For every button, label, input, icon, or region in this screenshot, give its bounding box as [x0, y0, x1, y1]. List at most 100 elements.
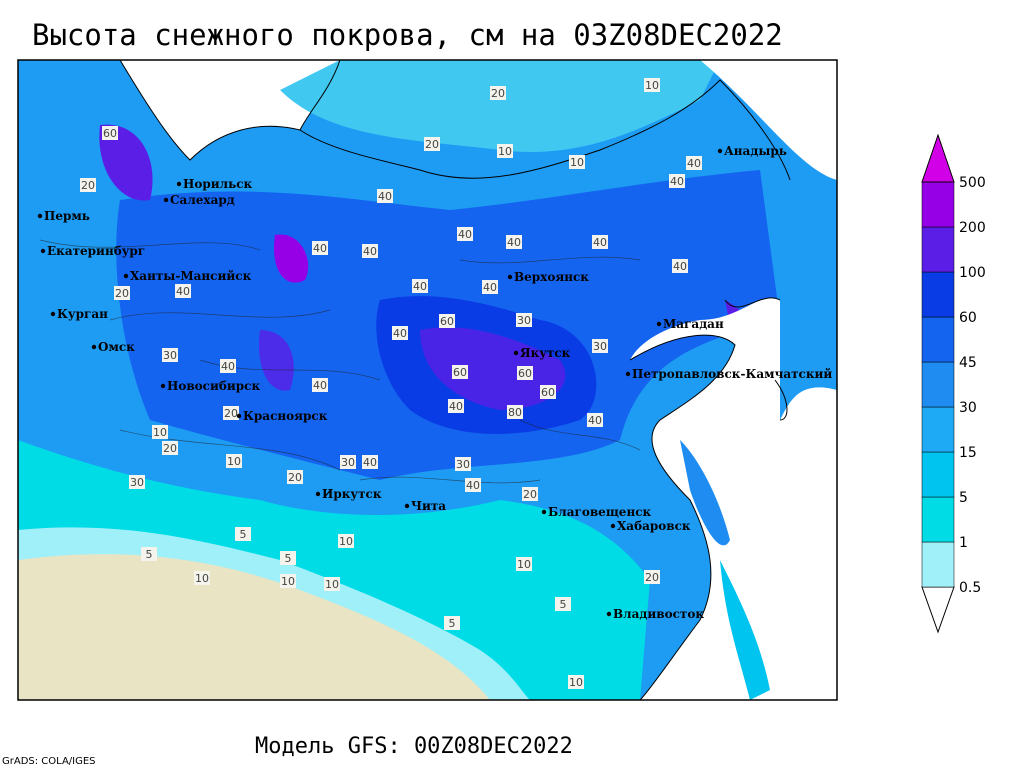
contour-label-box: [412, 279, 428, 293]
colorbar-label: 1: [959, 535, 968, 551]
contour-label-box: [672, 259, 688, 273]
contour-label-box: [223, 406, 239, 420]
contour-label-box: [457, 227, 473, 241]
contour-label-box: [555, 597, 571, 611]
city-dot: [91, 344, 97, 350]
colorbar-label: 45: [959, 355, 977, 371]
colorbar-segment: [921, 496, 955, 543]
city-dot: [123, 273, 129, 279]
city-dot: [40, 248, 46, 254]
contour-label-box: [669, 174, 685, 188]
contour-label: 40: [363, 245, 377, 258]
contour-label: 5: [560, 598, 567, 611]
contour-label-box: [152, 425, 168, 439]
city-dot: [50, 311, 56, 317]
city-dot: [625, 371, 631, 377]
contour-label-box: [194, 571, 210, 585]
contour-label: 10: [498, 145, 512, 158]
contour-label: 10: [569, 676, 583, 689]
city-label: Петропавловск-Камчатский: [632, 367, 832, 381]
contour-label-box: [507, 405, 523, 419]
contour-label: 40: [313, 242, 327, 255]
city-label: Благовещенск: [548, 505, 652, 519]
contour-label-box: [465, 478, 481, 492]
city-dot: [606, 611, 612, 617]
contour-label-box: [312, 378, 328, 392]
contour-label-box: [235, 527, 251, 541]
contour-label: 40: [393, 327, 407, 340]
contour-label-box: [129, 475, 145, 489]
contour-label-box: [226, 454, 242, 468]
contour-label: 10: [517, 558, 531, 571]
contour-label: 80: [508, 406, 522, 419]
city-label: Владивосток: [613, 607, 704, 621]
contour-label-box: [377, 189, 393, 203]
contour-label: 10: [645, 79, 659, 92]
contour-label: 40: [588, 414, 602, 427]
city-dot: [163, 197, 169, 203]
contour-label: 5: [449, 617, 456, 630]
contour-label-box: [497, 144, 513, 158]
city-label: Иркутск: [322, 487, 382, 501]
contour-label: 40: [483, 281, 497, 294]
contour-label-box: [338, 534, 354, 548]
city-dot: [160, 383, 166, 389]
city-dot: [610, 523, 616, 529]
contour-label: 60: [453, 366, 467, 379]
city-label: Пермь: [44, 209, 90, 223]
title: Высота снежного покрова, см на 03Z08DEC2…: [32, 18, 783, 52]
contour-label: 40: [458, 228, 472, 241]
contour-label: 40: [176, 285, 190, 298]
contour-label-box: [102, 126, 118, 140]
city-label: Анадырь: [724, 144, 787, 158]
city-label: Чита: [411, 499, 446, 513]
credit: GrADS: COLA/IGES: [2, 756, 96, 767]
contour-label: 40: [378, 190, 392, 203]
contour-label: 5: [285, 552, 292, 565]
contour-label-box: [392, 326, 408, 340]
colorbar-label: 30: [959, 400, 977, 416]
colorbar-high-triangle: [921, 133, 955, 183]
contour-label: 30: [130, 476, 144, 489]
contour-label-box: [162, 348, 178, 362]
colorbar-segment: [921, 361, 955, 408]
contour-label: 40: [687, 157, 701, 170]
city-label: Норильск: [183, 177, 253, 191]
city-label: Красноярск: [243, 409, 328, 423]
contour-label: 30: [517, 314, 531, 327]
contour-label: 40: [466, 479, 480, 492]
contour-label: 60: [440, 315, 454, 328]
contour-label: 10: [570, 156, 584, 169]
contour-label: 20: [425, 138, 439, 151]
contour-label: 40: [673, 260, 687, 273]
contour-label-box: [516, 313, 532, 327]
contour-label: 20: [115, 287, 129, 300]
contour-label-box: [439, 314, 455, 328]
contour-label: 30: [341, 456, 355, 469]
contour-label-box: [114, 286, 130, 300]
colorbar-segment: [921, 271, 955, 318]
contour-label: 40: [449, 400, 463, 413]
colorbar-label: 0.5: [959, 580, 981, 596]
contour-label-box: [452, 365, 468, 379]
contour-label-box: [362, 244, 378, 258]
contour-label: 60: [541, 386, 555, 399]
city-label: Магадан: [663, 317, 724, 331]
contour-label: 20: [163, 442, 177, 455]
contour-label-box: [568, 675, 584, 689]
contour-label-box: [287, 470, 303, 484]
contour-label-box: [220, 359, 236, 373]
contour-label: 5: [146, 548, 153, 561]
contour-label-box: [587, 413, 603, 427]
colorbar-label: 15: [959, 445, 977, 461]
contour-label-box: [324, 577, 340, 591]
contour-label-box: [340, 455, 356, 469]
contour-label: 40: [221, 360, 235, 373]
contour-label: 30: [593, 340, 607, 353]
colorbar-segment: [921, 451, 955, 498]
city-label: Ханты-Мансийск: [130, 269, 252, 283]
